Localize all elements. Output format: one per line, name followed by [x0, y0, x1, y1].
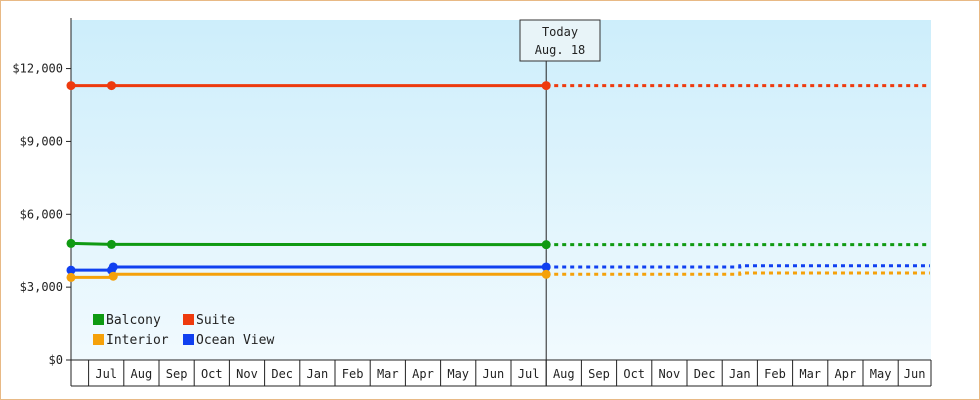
data-point-suite: [106, 81, 116, 91]
x-tick-label: Oct: [201, 367, 223, 381]
x-tick-label: Aug: [131, 367, 153, 381]
today-box: [519, 19, 601, 62]
x-tick-label: Sep: [166, 367, 188, 381]
projection-line-ocean-view: [546, 264, 930, 269]
today-label: Today: [542, 25, 578, 39]
x-tick-label: Dec: [271, 367, 293, 381]
x-tick-label: Dec: [694, 367, 716, 381]
legend-label-interior: Interior: [106, 333, 169, 348]
data-point-interior: [66, 272, 76, 282]
series-line-balcony: [70, 241, 547, 247]
x-tick-label: May: [870, 367, 892, 381]
x-tick-label: Jul: [518, 367, 540, 381]
legend-swatch-balcony: [93, 314, 104, 325]
x-tick-label: Nov: [236, 367, 258, 381]
data-point-suite: [66, 81, 76, 91]
data-point-ocean-view: [66, 265, 76, 275]
x-tick-label: Mar: [377, 367, 399, 381]
x-tick-label: Mar: [799, 367, 821, 381]
plot-background: [71, 20, 931, 360]
today-date-label: Aug. 18: [535, 43, 586, 57]
data-point-interior: [108, 271, 118, 281]
x-tick-label: Apr: [835, 367, 857, 381]
y-tick-label: $0: [49, 353, 63, 367]
data-point-ocean-view: [541, 262, 551, 272]
data-point-interior: [541, 269, 551, 279]
data-point-ocean-view: [108, 262, 118, 272]
x-tick-label: May: [447, 367, 469, 381]
legend-swatch-interior: [93, 334, 104, 345]
x-tick-label: Jun: [483, 367, 505, 381]
today-marker: Today Aug. 18: [519, 19, 601, 62]
legend-swatch-suite: [183, 314, 194, 325]
data-point-suite: [541, 81, 551, 91]
y-tick-label: $9,000: [20, 134, 63, 148]
x-tick-label: Sep: [588, 367, 610, 381]
y-tick-label: $12,000: [12, 62, 63, 76]
y-tick-label: $3,000: [20, 280, 63, 294]
x-tick-label: Apr: [412, 367, 434, 381]
data-point-balcony: [541, 240, 551, 250]
x-tick-label: Nov: [659, 367, 681, 381]
x-tick-label: Jan: [729, 367, 751, 381]
x-tick-label: Jul: [95, 367, 117, 381]
data-point-balcony: [66, 238, 76, 248]
legend-label-suite: Suite: [196, 313, 235, 328]
legend-label-balcony: Balcony: [106, 313, 161, 328]
data-point-balcony: [106, 239, 116, 249]
x-tick-label: Jan: [307, 367, 329, 381]
legend-swatch-ocean-view: [183, 334, 194, 345]
x-tick-label: Feb: [764, 367, 786, 381]
legend-label-ocean-view: Ocean View: [196, 333, 274, 348]
x-tick-label: Feb: [342, 367, 364, 381]
x-tick-label: Jun: [904, 367, 926, 381]
x-tick-label: Oct: [623, 367, 645, 381]
projection-line-interior: [546, 271, 930, 276]
x-tick-label: Aug: [553, 367, 575, 381]
y-tick-label: $6,000: [20, 207, 63, 221]
